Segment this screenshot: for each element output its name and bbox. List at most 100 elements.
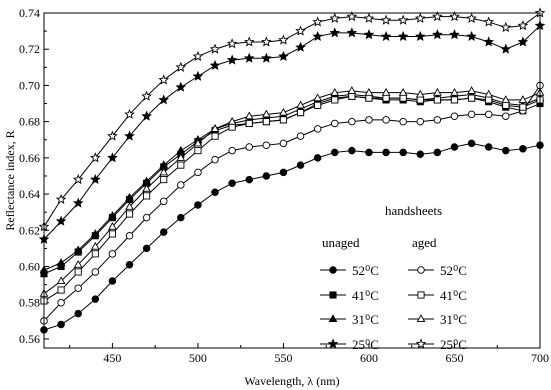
data-point bbox=[295, 25, 306, 36]
data-point bbox=[226, 54, 238, 65]
data-point bbox=[417, 291, 425, 299]
x-tick-label: 550 bbox=[274, 351, 292, 365]
data-point bbox=[415, 89, 425, 98]
data-point bbox=[502, 146, 510, 155]
data-point bbox=[124, 130, 135, 141]
data-point bbox=[91, 268, 100, 276]
data-point bbox=[518, 95, 528, 103]
data-point bbox=[414, 30, 426, 42]
data-point bbox=[380, 14, 392, 25]
data-point bbox=[193, 138, 203, 147]
x-axis-label: Wavelength, λ (nm) bbox=[244, 374, 339, 388]
legend: handsheets unaged aged 52⁰C 41⁰C 31⁰C 25⁰C 5… bbox=[320, 203, 467, 352]
data-point bbox=[262, 172, 271, 180]
legend-entry: 41⁰C bbox=[408, 288, 467, 303]
legend-label: 31⁰C bbox=[352, 312, 379, 327]
data-point bbox=[382, 94, 390, 102]
data-point bbox=[380, 30, 392, 42]
data-point bbox=[346, 27, 358, 38]
y-tick-label: 0.58 bbox=[19, 296, 40, 310]
legend-entry: 31⁰C bbox=[408, 312, 467, 327]
data-point bbox=[329, 12, 341, 23]
data-point bbox=[177, 181, 185, 189]
data-point bbox=[194, 147, 202, 155]
data-point bbox=[517, 36, 529, 47]
data-point bbox=[329, 291, 337, 299]
data-point bbox=[328, 314, 338, 323]
tick-labels: 450 500 550 600 650 700 0.56 0.58 0.60 0.62 0.64 0.… bbox=[19, 6, 549, 365]
data-point bbox=[327, 338, 339, 349]
data-point bbox=[261, 109, 271, 118]
legend-label: 52⁰C bbox=[352, 263, 379, 278]
data-point bbox=[90, 152, 101, 163]
data-point bbox=[417, 266, 425, 274]
data-point bbox=[500, 21, 512, 32]
data-point bbox=[107, 152, 118, 163]
data-point bbox=[397, 14, 409, 25]
data-point bbox=[365, 116, 373, 124]
data-point bbox=[245, 175, 253, 184]
data-point bbox=[466, 12, 477, 23]
data-point bbox=[107, 130, 118, 141]
data-point bbox=[142, 244, 151, 253]
data-point bbox=[313, 154, 322, 162]
data-point bbox=[433, 96, 441, 104]
data-point bbox=[108, 211, 117, 219]
data-point bbox=[468, 94, 476, 102]
data-point bbox=[314, 101, 322, 109]
series-aged-square bbox=[40, 92, 544, 305]
data-point bbox=[414, 12, 426, 23]
data-point bbox=[56, 276, 66, 285]
data-point bbox=[278, 50, 289, 61]
data-point bbox=[382, 116, 390, 124]
legend-entry: 25⁰C bbox=[320, 337, 379, 352]
y-axis-label: Reflectance index, R bbox=[3, 130, 17, 230]
data-point bbox=[502, 112, 510, 120]
series-line bbox=[43, 90, 541, 295]
data-point bbox=[90, 229, 100, 237]
data-point bbox=[279, 107, 288, 116]
series-line bbox=[43, 85, 541, 322]
data-point bbox=[176, 145, 186, 154]
data-point bbox=[142, 183, 151, 192]
data-point bbox=[141, 110, 152, 121]
data-point bbox=[416, 150, 425, 158]
series-layer bbox=[38, 7, 546, 334]
y-tick-label: 0.56 bbox=[19, 332, 40, 346]
legend-label: 41⁰C bbox=[440, 288, 467, 303]
series-aged-triangle bbox=[39, 86, 545, 297]
y-tick-label: 0.64 bbox=[19, 187, 40, 201]
data-point bbox=[158, 74, 170, 85]
data-point bbox=[397, 30, 409, 42]
data-point bbox=[74, 284, 82, 292]
data-point bbox=[416, 96, 424, 104]
legend-label: 41⁰C bbox=[352, 288, 379, 303]
legend-entry: 31⁰C bbox=[320, 312, 379, 327]
y-tick-label: 0.66 bbox=[19, 151, 40, 165]
plot-frame bbox=[43, 12, 541, 349]
data-point bbox=[74, 268, 82, 276]
data-point bbox=[125, 210, 134, 218]
data-point bbox=[484, 110, 493, 119]
data-point bbox=[312, 16, 323, 27]
data-point bbox=[296, 161, 305, 169]
data-point bbox=[517, 20, 529, 31]
data-point bbox=[108, 277, 117, 285]
y-tick-label: 0.60 bbox=[19, 260, 40, 274]
data-point bbox=[500, 43, 512, 54]
legend-group-aged: aged bbox=[412, 235, 437, 250]
data-point bbox=[467, 110, 476, 119]
data-point bbox=[313, 93, 323, 102]
data-point bbox=[279, 139, 288, 148]
data-point bbox=[108, 250, 117, 258]
data-point bbox=[346, 11, 358, 22]
data-point bbox=[331, 148, 339, 157]
y-tick-label: 0.72 bbox=[19, 42, 40, 56]
data-point bbox=[176, 153, 186, 161]
data-point bbox=[365, 148, 373, 157]
data-point bbox=[175, 81, 187, 92]
data-point bbox=[329, 27, 341, 38]
legend-label: 25⁰C bbox=[352, 337, 379, 352]
data-point bbox=[279, 168, 288, 177]
data-point bbox=[432, 29, 443, 40]
